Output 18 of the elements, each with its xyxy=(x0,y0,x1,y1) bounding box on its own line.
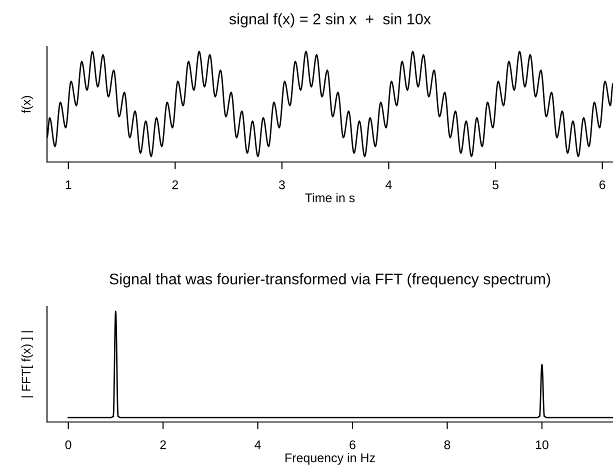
chart-title: signal f(x) = 2 sin x + sin 10x xyxy=(229,13,431,28)
x-tick-label: 4 xyxy=(254,440,261,450)
x-tick-label: 0 xyxy=(65,440,72,450)
x-tick-label: 10 xyxy=(536,440,548,450)
x-tick-label: 5 xyxy=(492,180,498,190)
x-axis-title: Frequency in Hz xyxy=(286,453,375,465)
x-tick-label: 2 xyxy=(172,180,178,190)
y-axis-title: | FFT[ f(x) ] | xyxy=(21,331,34,398)
x-axis-title: Time in s xyxy=(305,193,355,202)
x-tick-label: 6 xyxy=(599,180,606,190)
x-tick-label: 6 xyxy=(350,440,356,450)
x-tick-label: 2 xyxy=(160,440,166,450)
chart-title: Signal that was fourier-transformed via FFT (frequency spectrum) xyxy=(110,273,550,288)
x-tick-label: 3 xyxy=(278,180,285,190)
x-tick-label: 1 xyxy=(66,180,72,190)
y-axis-title: f(x) xyxy=(21,96,34,114)
x-tick-label: 8 xyxy=(444,440,450,450)
x-tick-label: 4 xyxy=(386,180,392,190)
